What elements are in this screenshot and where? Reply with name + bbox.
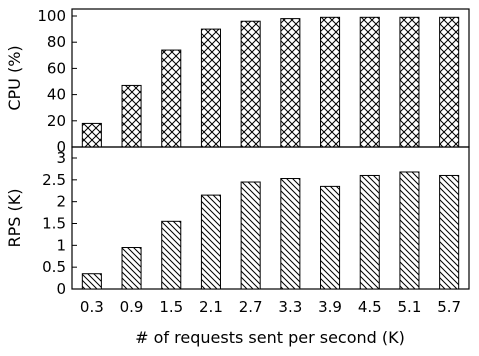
x-tick-label: 0.9 (120, 298, 144, 316)
rps-bar (200, 194, 221, 290)
cpu-bars (81, 16, 460, 148)
cpu-y-axis-title: CPU (%) (5, 45, 24, 110)
rps-y-tick-label: 1.5 (42, 215, 66, 233)
cpu-bar (81, 122, 102, 148)
rps-plot-frame (71, 146, 470, 290)
x-tick-label: 5.7 (437, 298, 461, 316)
rps-y-tick-label: 2 (56, 193, 66, 211)
rps-panel: 0 0.5 1 1.5 2 2.5 3 0.3 0.9 1.5 2.1 2.7 3.3 3.9 4.5 5.… (5, 146, 470, 347)
rps-bar (81, 273, 102, 290)
rps-y-tick-label: 2.5 (42, 171, 66, 189)
cpu-bar (121, 84, 142, 148)
cpu-bar (320, 16, 341, 148)
x-tick-label: 2.1 (199, 298, 223, 316)
x-tick-label: 4.5 (358, 298, 382, 316)
rps-bar (240, 181, 261, 290)
cpu-y-tick-label: 20 (47, 112, 66, 130)
rps-bar (280, 178, 301, 290)
rps-bar (439, 174, 460, 290)
cpu-bar (439, 16, 460, 148)
x-tick-label: 5.1 (398, 298, 422, 316)
rps-bar (121, 247, 142, 290)
rps-y-ticks: 0 0.5 1 1.5 2 2.5 3 (42, 149, 77, 298)
cpu-bar (200, 28, 221, 148)
rps-y-axis-title: RPS (K) (5, 189, 24, 248)
cpu-y-tick-label: 80 (47, 33, 66, 51)
cpu-y-tick-label: 40 (47, 86, 66, 104)
rps-bar (320, 185, 341, 290)
rps-y-tick-label: 0.5 (42, 258, 66, 276)
x-tick-label: 3.3 (278, 298, 302, 316)
rps-bar (359, 174, 380, 290)
cpu-bar (399, 16, 420, 148)
cpu-bar (161, 49, 182, 148)
cpu-bar (359, 16, 380, 148)
rps-bar (161, 220, 182, 290)
rps-y-tick-label: 0 (56, 280, 66, 298)
cpu-bar (280, 18, 301, 148)
cpu-bar (240, 20, 261, 148)
cpu-panel: 0 20 40 60 80 100 CPU (%) (5, 7, 470, 156)
rps-y-tick-label: 1 (56, 236, 66, 254)
cpu-y-tick-label: 60 (47, 59, 66, 77)
x-axis-title: # of requests sent per second (K) (135, 328, 405, 347)
cpu-y-tick-label: 0 (56, 138, 66, 156)
rps-y-tick-label: 3 (56, 149, 66, 167)
x-tick-label: 2.7 (239, 298, 263, 316)
cpu-y-ticks: 0 20 40 60 80 100 (37, 7, 77, 156)
x-tick-label: 1.5 (159, 298, 183, 316)
rps-bar (399, 171, 420, 290)
cpu-y-tick-label: 100 (37, 7, 66, 25)
x-tick-label: 3.9 (318, 298, 342, 316)
x-tick-label: 0.3 (80, 298, 104, 316)
rps-bars (81, 171, 460, 290)
x-tick-labels: 0.3 0.9 1.5 2.1 2.7 3.3 3.9 4.5 5.1 5.7 (80, 298, 461, 316)
